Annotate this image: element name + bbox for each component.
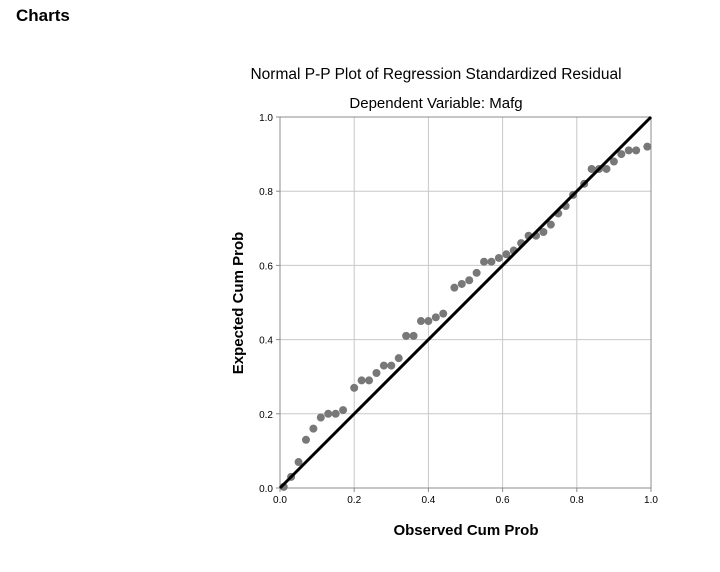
x-axis-label: Observed Cum Prob: [393, 522, 538, 539]
y-tick-label: 0.6: [259, 261, 273, 272]
data-point: [602, 164, 611, 173]
data-point: [431, 313, 440, 322]
data-point: [439, 309, 448, 318]
data-point: [379, 361, 388, 370]
data-point: [424, 317, 433, 326]
data-point: [350, 383, 359, 392]
chart-subtitle: Dependent Variable: Mafg: [349, 95, 523, 112]
x-tick-label: 0.2: [347, 495, 361, 506]
data-point: [546, 220, 555, 229]
x-tick-label: 1.0: [644, 495, 658, 506]
x-tick-label: 0.6: [496, 495, 510, 506]
data-point: [309, 424, 318, 433]
plot-frame: [279, 116, 652, 489]
data-point: [409, 331, 418, 340]
data-point: [450, 283, 459, 292]
data-point: [402, 331, 411, 340]
data-point: [632, 146, 641, 155]
tick-layer: 0.0 0.2 0.4 0.6 0.8 1.0 0.0 0.2 0.4 0.6 0.8 1.0: [259, 113, 658, 506]
data-point: [502, 250, 511, 259]
data-point: [587, 164, 596, 173]
x-tick-label: 0.8: [570, 495, 584, 506]
chart-title: Normal P-P Plot of Regression Standardiz…: [250, 66, 622, 83]
data-point: [465, 276, 474, 285]
data-point: [365, 376, 374, 385]
data-point: [301, 435, 310, 444]
data-point: [324, 409, 333, 418]
y-tick-label: 0.8: [259, 187, 273, 198]
data-point: [416, 317, 425, 326]
x-tick-label: 0.4: [421, 495, 435, 506]
data-point: [480, 257, 489, 266]
data-point: [617, 150, 626, 159]
reference-line: [278, 115, 653, 490]
data-point: [487, 257, 496, 266]
data-point: [387, 361, 396, 370]
y-tick-label: 1.0: [259, 113, 273, 124]
data-point: [294, 458, 303, 467]
y-tick-label: 0.0: [259, 484, 273, 495]
data-point: [357, 376, 366, 385]
data-point: [331, 409, 340, 418]
data-point: [624, 146, 633, 155]
y-tick-label: 0.2: [259, 410, 273, 421]
data-point: [394, 354, 403, 363]
data-point: [539, 228, 548, 237]
y-tick-label: 0.4: [259, 336, 273, 347]
data-point: [339, 406, 348, 415]
data-point: [457, 279, 466, 288]
x-tick-label: 0.0: [273, 495, 287, 506]
y-axis-label: Expected Cum Prob: [230, 232, 247, 375]
section-heading: Charts: [16, 6, 70, 25]
data-point: [609, 157, 618, 166]
data-point: [494, 253, 503, 262]
data-point: [316, 413, 325, 422]
point-layer: [279, 142, 652, 491]
data-point: [472, 268, 481, 277]
data-point: [372, 368, 381, 377]
data-point: [643, 142, 652, 151]
